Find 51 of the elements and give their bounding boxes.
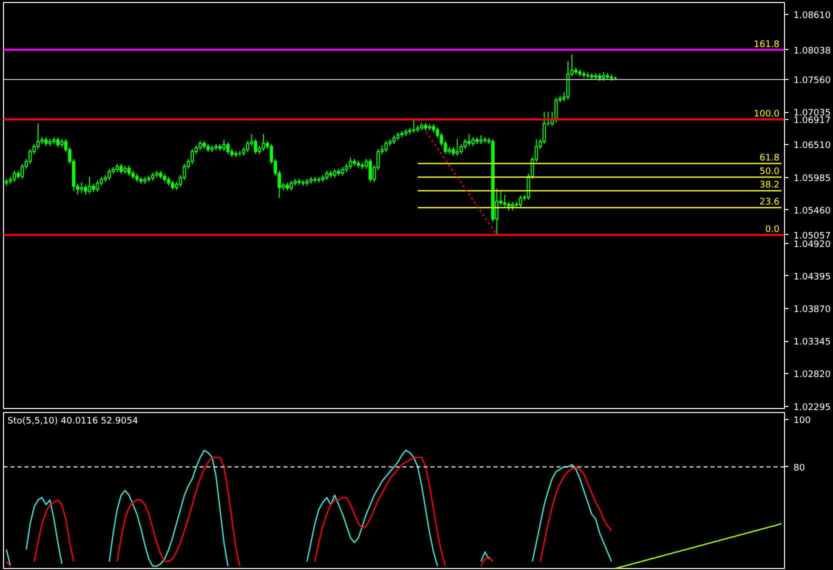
candlestick (56, 136, 60, 148)
candlestick (503, 194, 506, 208)
candlestick (518, 195, 522, 208)
candlestick (80, 182, 84, 194)
y-tick-label: 1.03345 (794, 338, 831, 348)
y-tick-label: 1.02820 (794, 370, 831, 380)
y-tick-label: 1.04920 (794, 240, 831, 250)
y-tick-label: 1.05460 (794, 206, 831, 216)
candlestick (467, 134, 471, 146)
candlestick (119, 163, 123, 174)
candlestick (554, 96, 558, 123)
candlestick (290, 180, 293, 192)
candlestick (412, 118, 416, 134)
ref-line-label: 1.07560 (794, 76, 831, 86)
y-tick-label: 1.06510 (794, 141, 831, 152)
candlestick (456, 138, 459, 156)
candlestick (384, 140, 388, 153)
series-label: 23.6 (759, 198, 780, 208)
annotation: 161.8 (754, 40, 780, 50)
candlestick (12, 170, 16, 182)
candlestick (325, 170, 328, 181)
y-tick-label: 1.05985 (794, 174, 831, 184)
candlestick (36, 123, 40, 150)
y-tick-label: 100 (794, 416, 811, 426)
candlestick (542, 111, 546, 145)
series-label: 61.8 (759, 154, 780, 164)
y-tick-label: 80 (794, 463, 806, 474)
series-label: 50.0 (759, 167, 780, 178)
candlestick (84, 184, 88, 196)
candlestick (170, 180, 174, 190)
y-tick-label: 1.03870 (794, 305, 831, 316)
line-series (614, 522, 782, 568)
annotation: 100.0 (754, 109, 780, 120)
ref-line-label: 1.08038 (794, 46, 831, 56)
candlestick (254, 138, 258, 154)
candlestick (222, 139, 226, 152)
candlestick (262, 134, 266, 152)
ref-line-label: 1.05057 (794, 231, 831, 242)
y-tick-label: 1.02295 (794, 402, 831, 413)
text: Sto(5,5,10) 40.0116 52.9054 (8, 416, 138, 426)
candlestick (96, 180, 100, 192)
candlestick (368, 158, 372, 182)
candlestick (20, 163, 24, 180)
candlestick (348, 157, 352, 170)
candlestick (198, 140, 202, 151)
annotation: 0.0 (765, 224, 780, 235)
candlestick (108, 168, 111, 181)
y-tick-label: 1.08610 (794, 10, 831, 21)
y-tick-label: 1.04395 (794, 272, 831, 282)
series-label: 38.2 (759, 180, 780, 191)
candlestick (226, 142, 230, 154)
